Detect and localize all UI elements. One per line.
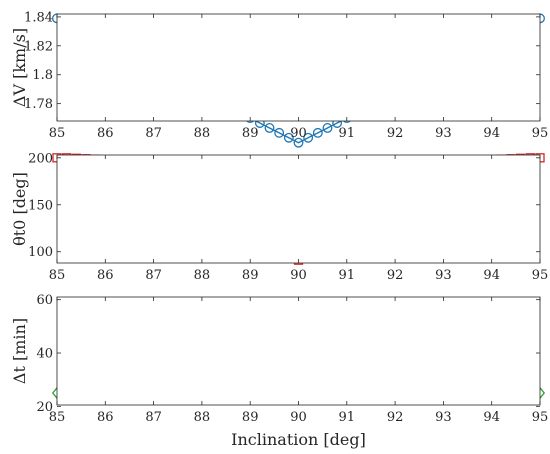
y-tick-label: 150 [28,198,53,213]
x-tick-label: 89 [242,268,259,283]
y-axis-label: θt0 [deg] [10,172,29,246]
data-point [293,137,304,148]
x-tick-label: 95 [532,410,549,425]
x-tick-label: 92 [387,268,404,283]
x-tick-label: 88 [194,268,211,283]
x-tick-label: 89 [242,410,259,425]
y-tick-label: 100 [28,245,53,260]
x-tick-label: 90 [290,268,307,283]
data-point [312,127,323,138]
y-tick-label: 40 [36,347,53,362]
x-tick-label: 86 [97,126,114,141]
x-tick-label: 95 [532,126,549,141]
y-tick-label: 60 [36,293,53,308]
x-tick-label: 89 [242,126,259,141]
x-tick-label: 91 [339,410,356,425]
y-axis-label: Δt [min] [10,318,29,384]
data-point [264,122,275,133]
axes-frame [56,13,541,122]
x-tick-label: 91 [339,126,356,141]
x-tick-label: 87 [145,410,162,425]
y-tick-label: 1.84 [24,10,53,25]
x-tick-label: 94 [483,126,500,141]
data-point [322,122,333,133]
x-tick-label: 87 [145,126,162,141]
y-tick-label: 1.78 [24,97,53,112]
x-tick-label: 94 [483,268,500,283]
panel-3: 85 86 87 88 89 90 91 92 93 94 95 20 40 60 Δt [min] Incl… [10,293,548,449]
x-tick-label: 93 [435,126,452,141]
x-tick-label: 93 [435,410,452,425]
x-tick-label: 85 [49,410,66,425]
data-point [303,132,314,143]
x-tick-label: 92 [387,126,404,141]
x-tick-label: 86 [97,410,114,425]
x-axis-label: Inclination [deg] [231,430,366,449]
x-tick-label: 91 [339,268,356,283]
x-tick-label: 90 [290,410,307,425]
x-tick-label: 93 [435,268,452,283]
x-tick-label: 94 [483,410,500,425]
x-tick-label: 88 [194,410,211,425]
x-tick-label: 87 [145,268,162,283]
data-point [283,132,294,143]
panel-2: 85 86 87 88 89 90 91 92 93 94 95 100 150 200 θt0 [deg] [10,151,548,283]
x-tick-label: 95 [532,268,549,283]
x-tick-label: 90 [290,126,307,141]
x-tick-label: 88 [194,126,211,141]
y-tick-label: 1.8 [32,68,53,83]
axes-frame [56,154,541,264]
y-tick-label: 1.82 [24,39,53,54]
x-tick-label: 92 [387,410,404,425]
x-tick-label: 85 [49,126,66,141]
x-tick-label: 85 [49,268,66,283]
y-axis-label: ΔV [km/s] [10,28,29,107]
y-tick-label: 20 [36,400,53,415]
panel-1: 85 86 87 88 89 90 91 92 93 94 95 1.78 1.8 1.82 1.84 ΔV … [10,10,549,148]
axes-frame [56,296,541,406]
data-point [274,127,285,138]
y-tick-label: 200 [28,151,53,166]
x-tick-label: 86 [97,268,114,283]
